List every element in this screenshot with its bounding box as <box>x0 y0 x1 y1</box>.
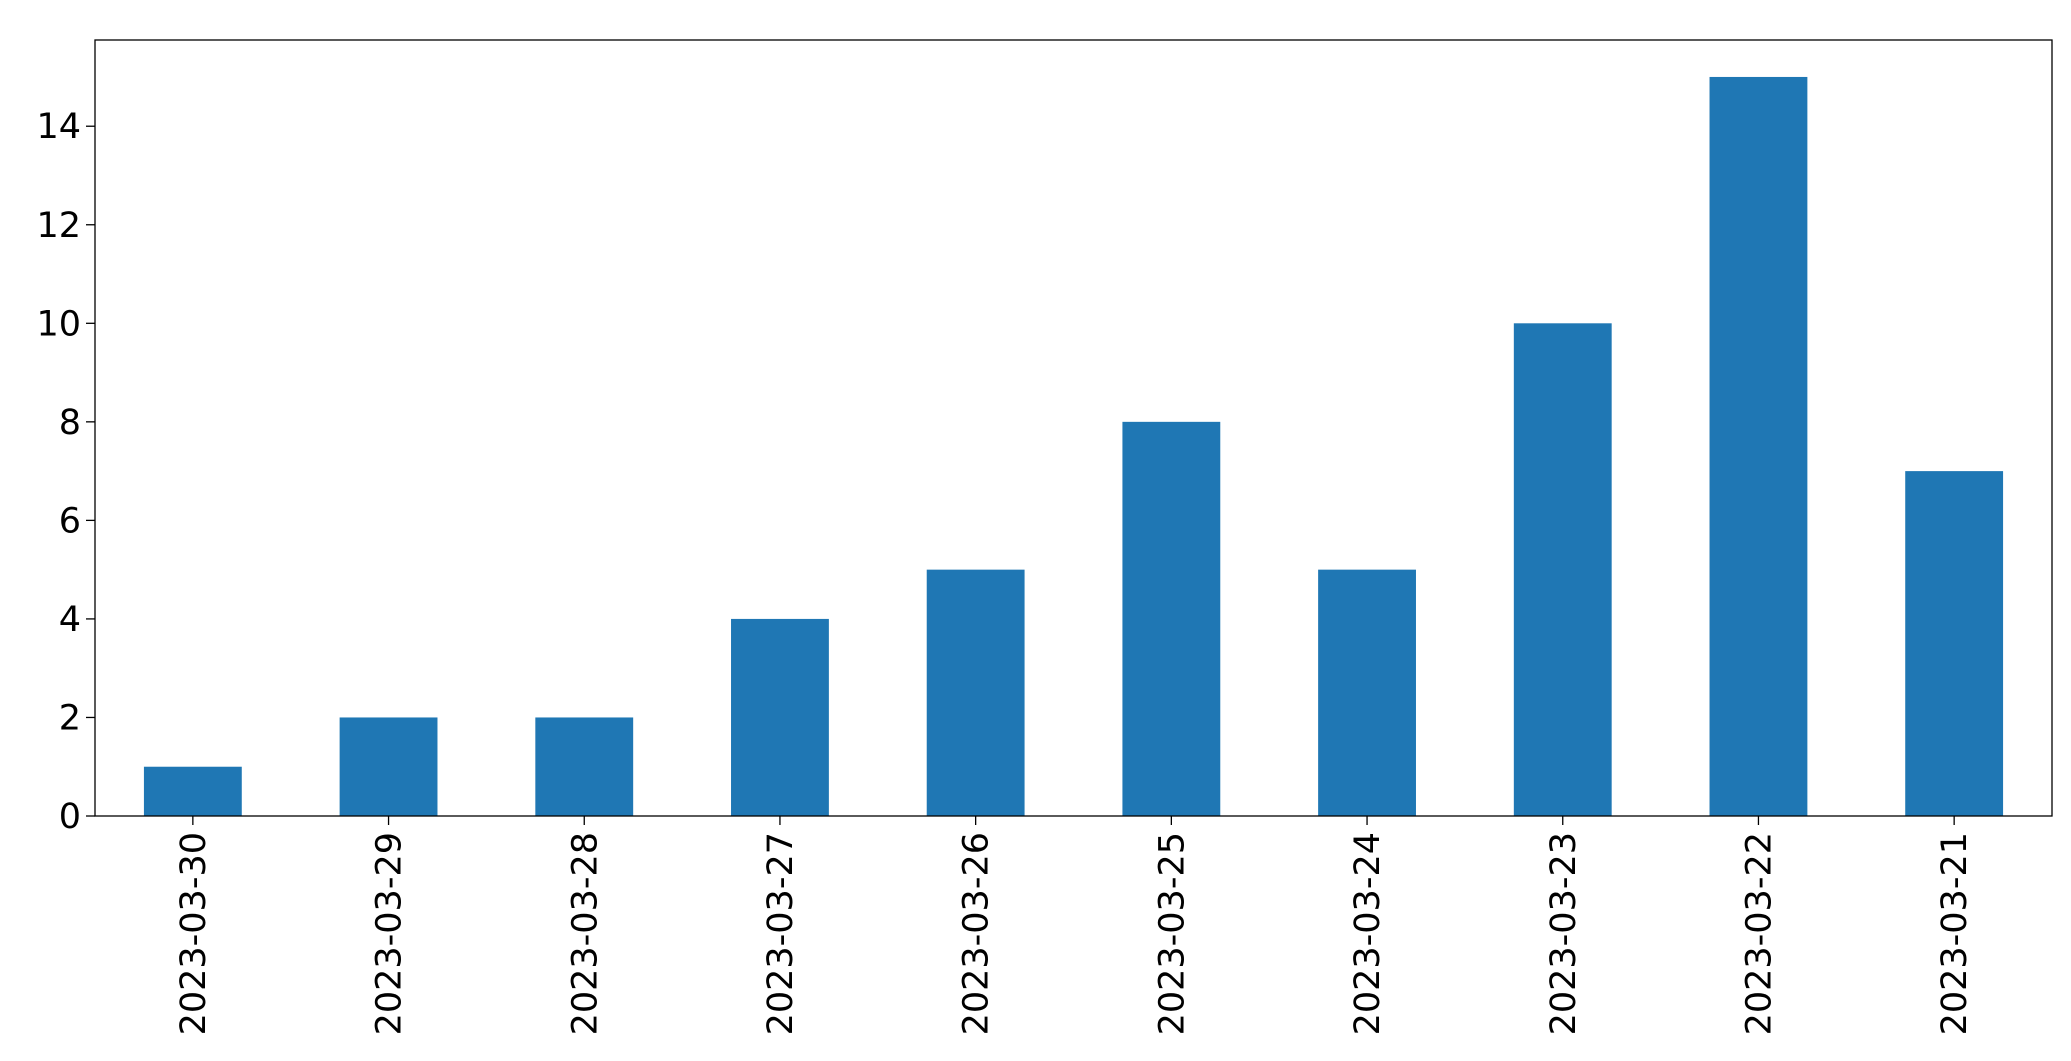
bar <box>339 717 438 816</box>
y-tick-label: 6 <box>59 501 81 541</box>
bar <box>926 569 1025 816</box>
y-tick-label: 12 <box>36 206 81 246</box>
x-tick-label: 2023-03-28 <box>565 832 605 1035</box>
bar <box>731 618 829 816</box>
bar <box>1122 421 1221 816</box>
x-tick-label: 2023-03-24 <box>1348 832 1388 1035</box>
y-tick-label: 10 <box>36 304 81 344</box>
y-tick-label: 2 <box>59 698 81 738</box>
y-tick-label: 4 <box>59 600 81 640</box>
bar <box>1905 471 2004 816</box>
y-tick-label: 8 <box>59 403 81 443</box>
x-tick-label: 2023-03-22 <box>1739 832 1779 1035</box>
x-tick-label: 2023-03-23 <box>1544 832 1584 1035</box>
bar <box>1709 76 1808 816</box>
bar <box>1513 323 1612 816</box>
x-tick-label: 2023-03-25 <box>1152 832 1192 1035</box>
x-tick-label: 2023-03-26 <box>957 832 997 1035</box>
x-tick-label: 2023-03-30 <box>174 832 214 1035</box>
x-tick-label: 2023-03-21 <box>1935 832 1975 1035</box>
x-tick-label: 2023-03-27 <box>761 832 801 1035</box>
x-tick-label: 2023-03-29 <box>370 832 410 1035</box>
bar <box>143 766 242 816</box>
bar <box>535 717 634 816</box>
y-tick-label: 14 <box>36 107 81 147</box>
y-tick-label: 0 <box>59 797 81 837</box>
bar <box>1318 569 1416 816</box>
plot-frame <box>94 39 2053 817</box>
